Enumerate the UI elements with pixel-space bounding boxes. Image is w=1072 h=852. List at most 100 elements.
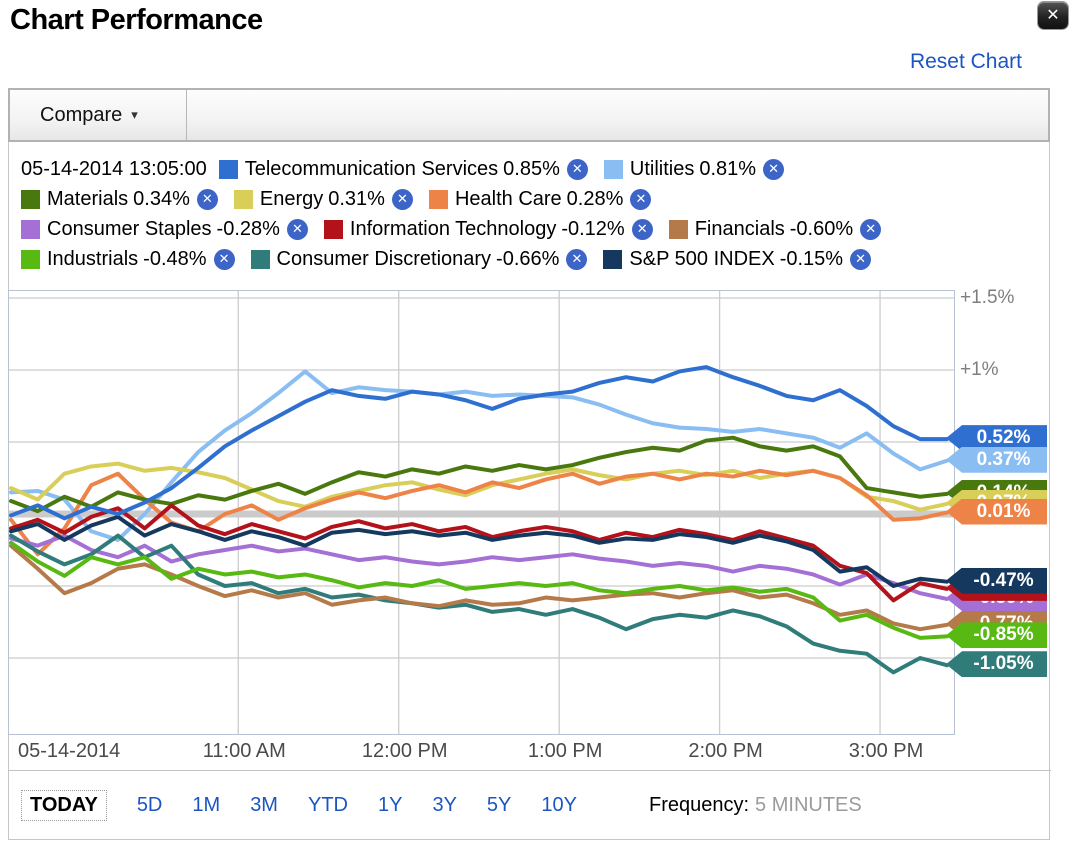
legend-item-consdisc: Consumer Discretionary -0.66% ✕ [250, 247, 588, 271]
chevron-down-icon: ▾ [131, 107, 138, 122]
series-value: 0.34% [133, 187, 190, 210]
series-value: 0.81% [699, 157, 757, 180]
series-swatch-financials [668, 219, 688, 239]
y-axis-tick-label: +1.5% [960, 287, 1015, 308]
last-value-tag-consdisc: -1.05% [946, 651, 1047, 678]
period-link-3y[interactable]: 3Y [432, 793, 457, 816]
period-link-today[interactable]: TODAY [21, 789, 107, 821]
series-line-healthcare [9, 468, 949, 557]
series-label: Health Care [454, 187, 562, 210]
series-value: -0.12% [561, 217, 625, 240]
legend-item-sp500: S&P 500 INDEX -0.15% ✕ [603, 247, 872, 271]
series-swatch-healthcare [428, 189, 448, 209]
series-swatch-energy [233, 189, 253, 209]
compare-dropdown[interactable]: Compare ▾ [10, 90, 187, 140]
series-swatch-sp500 [603, 249, 623, 269]
remove-series-icon[interactable]: ✕ [391, 188, 413, 210]
last-value-tag-utilities: 0.37% [946, 446, 1047, 473]
series-label: Consumer Discretionary [276, 247, 492, 270]
series-swatch-industrials [21, 249, 40, 269]
series-value: 0.28% [566, 187, 624, 210]
series-value: -0.60% [789, 217, 854, 240]
legend-row: Materials 0.34% ✕ Energy 0.31% ✕ Health Care 0.… [21, 184, 1031, 214]
period-link-5d[interactable]: 5D [136, 793, 163, 816]
remove-series-icon[interactable]: ✕ [566, 248, 588, 270]
legend-item-infotech: Information Technology -0.12% ✕ [323, 217, 653, 241]
y-axis-tick-label: +1% [960, 359, 999, 380]
series-label: Consumer Staples [47, 217, 212, 240]
series-line-infotech [9, 503, 949, 603]
remove-series-icon[interactable]: ✕ [213, 248, 235, 270]
series-line-materials [9, 435, 949, 514]
series-label: Financials [694, 217, 785, 240]
legend-item-industrials: Industrials -0.48% ✕ [21, 248, 235, 271]
chart-widget: Compare ▾ 05-14-2014 13:05:00 Telecommuni… [8, 88, 1051, 840]
legend-item-energy: Energy 0.31% ✕ [233, 187, 413, 211]
legend-item-telecom: Telecommunication Services 0.85% ✕ [218, 157, 588, 181]
series-line-utilities [9, 369, 949, 542]
legend-row: Consumer Staples -0.28% ✕ Information Techn… [21, 214, 1031, 244]
series-value: 0.31% [328, 187, 385, 210]
series-label: Telecommunication Services [244, 157, 499, 180]
series-value: -0.28% [216, 217, 280, 240]
period-toolbar: TODAY 5D 1M 3M YTD 1Y 3Y 5Y 10Y Frequency: 5 MIN… [9, 771, 1050, 839]
last-value-tag-industrials: -0.85% [946, 622, 1047, 649]
page-title: Chart Performance [10, 4, 263, 36]
x-axis-tick-label: 3:00 PM [848, 740, 924, 762]
series-swatch-materials [21, 189, 40, 209]
series-swatch-infotech [323, 219, 343, 239]
toolbar: Compare ▾ [8, 88, 1050, 142]
frequency-label: Frequency: [648, 793, 750, 816]
period-link-5y[interactable]: 5Y [486, 793, 512, 816]
series-line-sp500 [9, 514, 949, 588]
period-link-1y[interactable]: 1Y [377, 793, 403, 816]
period-link-1m[interactable]: 1M [192, 793, 221, 816]
legend-row: Industrials -0.48% ✕ Consumer Discretionary… [21, 244, 1031, 274]
x-axis-tick-label: 1:00 PM [527, 740, 603, 762]
legend-item-staples: Consumer Staples -0.28% ✕ [21, 218, 308, 241]
remove-series-icon[interactable]: ✕ [286, 218, 308, 240]
x-axis-tick-label: 11:00 AM [202, 740, 286, 762]
remove-series-icon[interactable]: ✕ [763, 158, 785, 180]
price-lines-svg [9, 291, 954, 734]
last-value-tag-sp500: -0.47% [946, 567, 1047, 594]
series-label: Materials [47, 187, 129, 210]
frequency-value: 5 MINUTES [755, 793, 862, 816]
period-link-10y[interactable]: 10Y [541, 793, 577, 816]
period-link-ytd[interactable]: YTD [307, 793, 348, 816]
close-icon[interactable]: ✕ [1038, 2, 1068, 29]
series-label: S&P 500 INDEX [629, 247, 775, 270]
remove-series-icon[interactable]: ✕ [631, 218, 653, 240]
remove-series-icon[interactable]: ✕ [850, 248, 872, 270]
x-axis-date-label: 05-14-2014 [18, 740, 121, 762]
x-axis-tick-label: 2:00 PM [688, 740, 763, 762]
legend-item-financials: Financials -0.60% ✕ [668, 217, 882, 241]
remove-series-icon[interactable]: ✕ [860, 218, 882, 240]
legend: 05-14-2014 13:05:00 Telecommunication Ser… [21, 154, 1031, 274]
crosshair-timestamp: 05-14-2014 13:05:00 [21, 157, 207, 180]
compare-label: Compare [40, 103, 123, 126]
series-swatch-utilities [603, 159, 623, 179]
series-value: -0.15% [779, 247, 844, 270]
series-swatch-staples [21, 219, 40, 239]
series-line-telecom [9, 365, 949, 521]
series-label: Information Technology [349, 217, 557, 240]
x-axis-tick-label: 12:00 PM [361, 740, 448, 762]
legend-item-utilities: Utilities 0.81% ✕ [603, 157, 785, 181]
legend-item-healthcare: Health Care 0.28% ✕ [428, 187, 652, 211]
series-value: 0.85% [503, 157, 560, 180]
reset-chart-link[interactable]: Reset Chart [909, 50, 1022, 73]
remove-series-icon[interactable]: ✕ [196, 188, 218, 210]
remove-series-icon[interactable]: ✕ [566, 158, 588, 180]
remove-series-icon[interactable]: ✕ [630, 188, 652, 210]
series-label: Industrials [47, 247, 139, 270]
chart-plot-area[interactable] [8, 290, 955, 735]
series-label: Utilities [629, 157, 695, 180]
series-value: -0.66% [496, 247, 560, 270]
series-line-consdisc [9, 533, 949, 675]
series-value: -0.48% [143, 247, 207, 270]
period-link-3m[interactable]: 3M [250, 793, 278, 816]
series-swatch-telecom [218, 159, 238, 179]
x-axis-strip: 05-14-2014 11:00 AM 12:00 PM 1:00 PM 2:00 PM… [8, 733, 1051, 771]
